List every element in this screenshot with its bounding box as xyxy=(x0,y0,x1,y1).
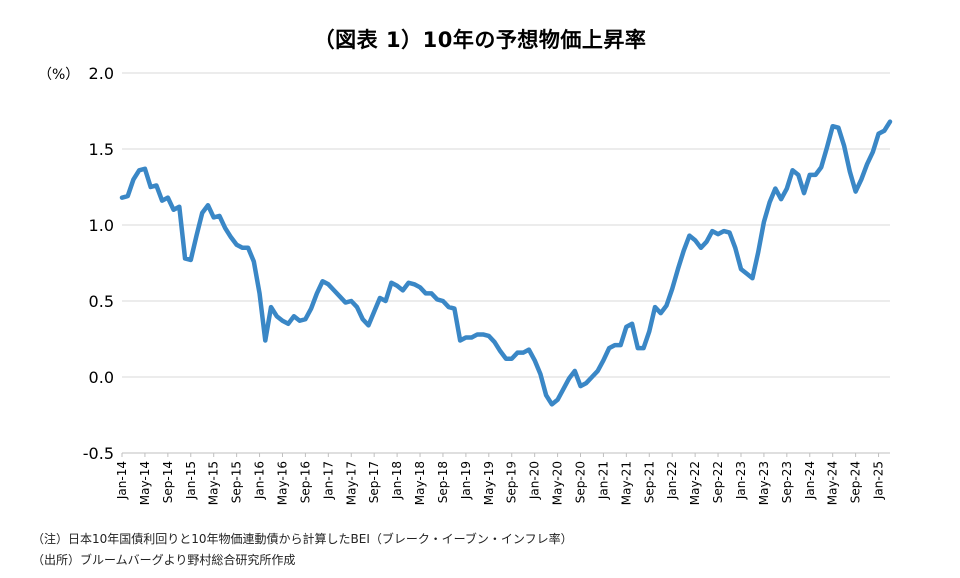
y-tick-label: 0.0 xyxy=(89,368,114,387)
x-tick-label: May-15 xyxy=(207,461,221,505)
x-tick-label: Jan-16 xyxy=(253,461,267,500)
x-tick-label: Jan-19 xyxy=(459,461,473,500)
series-layer xyxy=(119,119,893,407)
x-tick-label: Jan-15 xyxy=(184,461,198,500)
chart-title: （図表 1）10年の予想物価上昇率 xyxy=(313,28,647,52)
footnote: （注）日本10年国債利回りと10年物価連動債から計算したBEI（ブレーク・イーブ… xyxy=(32,532,573,546)
x-tick-label: Jan-24 xyxy=(803,461,817,500)
x-tick-label: Sep-22 xyxy=(711,461,725,503)
x-tick-label: May-24 xyxy=(826,461,840,505)
x-tick-label: Jan-18 xyxy=(390,461,404,500)
x-tick-label: Sep-24 xyxy=(849,461,863,503)
x-tick-label: Sep-14 xyxy=(161,461,175,503)
y-tick-label: -0.5 xyxy=(83,444,114,463)
x-tick-label: May-17 xyxy=(344,461,358,505)
x-tick-label: May-16 xyxy=(275,461,289,505)
x-tick-label: May-23 xyxy=(757,461,771,505)
x-tick-label: Sep-23 xyxy=(780,461,794,503)
y-tick-label: 1.0 xyxy=(89,216,114,235)
x-tick-label: May-22 xyxy=(688,461,702,505)
x-tick-label: Jan-14 xyxy=(115,461,129,500)
y-tick-label: 1.5 xyxy=(89,140,114,159)
series-line-bei xyxy=(119,119,893,407)
y-tick-label: 2.0 xyxy=(89,64,114,83)
x-tick-label: Sep-21 xyxy=(642,461,656,503)
x-tick-label: May-20 xyxy=(551,461,565,505)
x-tick-label: Sep-20 xyxy=(574,461,588,503)
x-tick-label: Sep-16 xyxy=(298,461,312,503)
gridlines xyxy=(122,72,890,454)
x-tick-label: May-14 xyxy=(138,461,152,505)
y-axis-ticks: 2.0 1.5 1.0 0.5 0.0 -0.5 xyxy=(83,64,114,463)
x-tick-label: Jan-21 xyxy=(596,461,610,500)
y-axis-unit-label: （%） xyxy=(38,67,79,83)
x-tick-label: May-18 xyxy=(413,461,427,505)
x-tick-label: May-21 xyxy=(619,461,633,505)
x-tick-label: Jan-23 xyxy=(734,461,748,500)
y-tick-label: 0.5 xyxy=(89,292,114,311)
x-tick-label: Sep-18 xyxy=(436,461,450,503)
x-tick-label: Jan-17 xyxy=(321,461,335,500)
x-tick-label: Jan-20 xyxy=(528,461,542,500)
x-tick-label: Sep-17 xyxy=(367,461,381,503)
x-tick-label: May-19 xyxy=(482,461,496,505)
x-tick-label: Sep-19 xyxy=(505,461,519,503)
x-axis-ticks: Jan-14 May-14 Sep-14 Jan-15 May-15 Sep-15 Jan-… xyxy=(115,453,886,505)
x-tick-label: Sep-15 xyxy=(230,461,244,503)
x-tick-label: Jan-22 xyxy=(665,461,679,500)
x-tick-label: Jan-25 xyxy=(872,461,886,500)
source-note: （出所）ブルームバーグより野村総合研究所作成 xyxy=(32,553,296,567)
